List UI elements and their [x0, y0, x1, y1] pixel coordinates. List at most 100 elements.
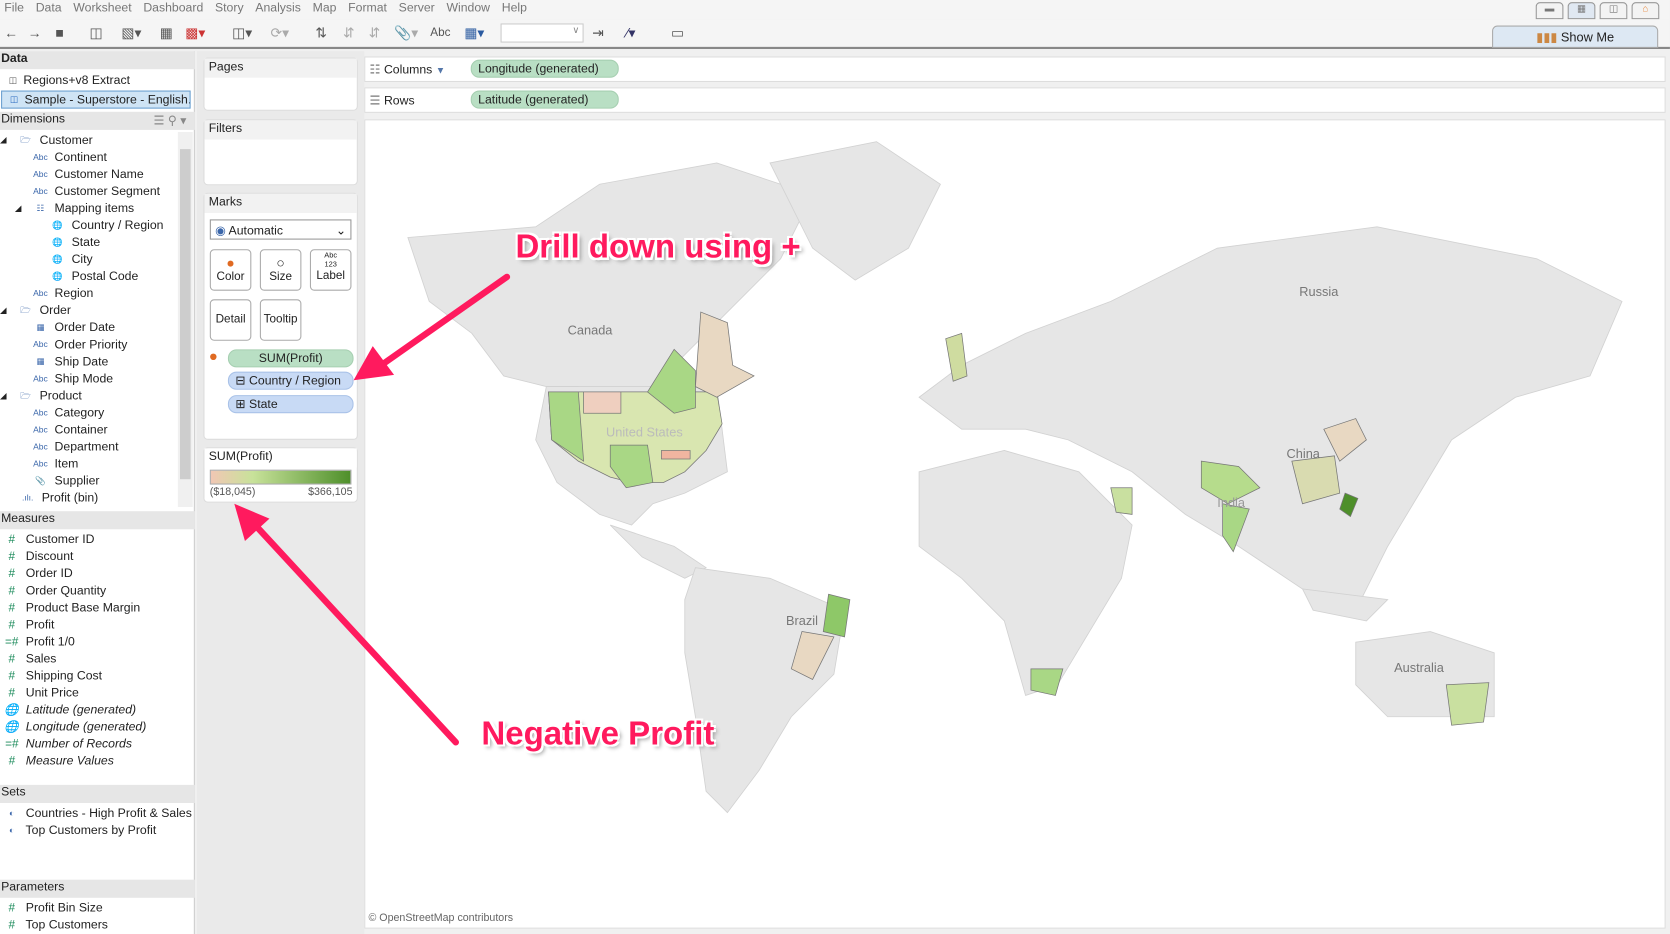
field-item[interactable]: Abc Region: [30, 285, 94, 302]
datasource-item-active[interactable]: ◫ Sample - Superstore - English...: [1, 90, 191, 109]
field-item[interactable]: 🌐 City: [47, 251, 92, 268]
pill-longitude[interactable]: Longitude (generated): [470, 59, 619, 78]
field-item[interactable]: # Profit Bin Size: [1, 900, 102, 917]
pill-state[interactable]: ⊞ State: [227, 395, 354, 414]
show-me-button[interactable]: ▮▮▮ Show Me: [1492, 25, 1659, 48]
field-item[interactable]: 🌐 Postal Code: [47, 268, 138, 285]
menu-analysis[interactable]: Analysis: [255, 2, 301, 15]
field-item[interactable]: # Customer ID: [1, 531, 94, 548]
sheet-sorter-icon[interactable]: ▬: [1535, 2, 1564, 20]
attach-icon[interactable]: 📎▾: [394, 24, 419, 41]
undo-icon[interactable]: ←: [4, 24, 19, 41]
field-item[interactable]: =# Profit 1/0: [1, 634, 75, 651]
pill-latitude[interactable]: Latitude (generated): [470, 90, 619, 109]
redo-icon[interactable]: →: [27, 24, 42, 41]
data-source-tab-icon[interactable]: ◫: [1599, 2, 1628, 20]
swap-icon[interactable]: ⇅: [315, 24, 327, 41]
tooltip-button[interactable]: Tooltip: [259, 299, 302, 341]
field-item[interactable]: ▦ Order Date: [30, 320, 115, 337]
field-item[interactable]: ◢ 🗁 Order: [0, 302, 71, 319]
mark-type-dropdown[interactable]: ◉ Automatic ⌄: [209, 219, 352, 240]
map-view[interactable]: Canada United States Russia China India …: [364, 119, 1666, 929]
dimensions-scrollbar[interactable]: [177, 132, 193, 507]
filters-card[interactable]: Filters: [203, 119, 358, 186]
home-icon[interactable]: ⌂: [1631, 2, 1660, 20]
duplicate-sheet-icon[interactable]: ▦: [159, 24, 173, 41]
field-item[interactable]: # Discount: [1, 548, 73, 565]
pause-updates-icon[interactable]: ◫▾: [232, 24, 253, 41]
highlight-icon[interactable]: ∕▾: [626, 24, 636, 41]
field-item[interactable]: # Shipping Cost: [1, 668, 102, 685]
size-button[interactable]: ○ Size: [259, 249, 302, 291]
menu-file[interactable]: File: [4, 2, 24, 15]
field-item[interactable]: ▦ Ship Date: [30, 354, 109, 371]
field-item[interactable]: # Profit: [1, 617, 54, 634]
label-button[interactable]: Abc 123 Label: [309, 249, 352, 291]
field-item[interactable]: 🌐 Longitude (generated): [1, 719, 146, 736]
menu-map[interactable]: Map: [312, 2, 337, 15]
field-item[interactable]: Abc Item: [30, 456, 79, 473]
field-item[interactable]: # Order Quantity: [1, 583, 106, 600]
field-item[interactable]: =# Number of Records: [1, 736, 132, 753]
menu-server[interactable]: Server: [398, 2, 435, 15]
pages-card[interactable]: Pages: [203, 57, 358, 111]
field-item[interactable]: # Order ID: [1, 566, 72, 583]
field-item[interactable]: Abc Department: [30, 439, 119, 456]
menu-help[interactable]: Help: [501, 2, 527, 15]
pill-sum-profit[interactable]: SUM(Profit): [227, 349, 354, 368]
field-item[interactable]: .ılı. Profit (bin): [17, 490, 98, 507]
new-worksheet-icon[interactable]: ▧▾: [121, 24, 142, 41]
color-legend[interactable]: SUM(Profit) ($18,045) $366,105: [203, 447, 358, 503]
field-item[interactable]: Abc Container: [30, 422, 108, 439]
sort-desc-icon[interactable]: ⇵: [368, 24, 381, 41]
datasource-icon[interactable]: ◫: [89, 24, 103, 41]
field-item[interactable]: 🌐 Latitude (generated): [1, 702, 136, 719]
columns-shelf[interactable]: ☷ Columns ▼ Longitude (generated): [364, 56, 1666, 83]
menu-window[interactable]: Window: [446, 2, 491, 15]
field-item[interactable]: ◢ 🗁 Customer: [0, 132, 93, 149]
collapse-caret-icon[interactable]: ◢: [0, 305, 7, 316]
field-item[interactable]: 🌐 Country / Region: [47, 217, 163, 234]
collapse-caret-icon[interactable]: ◢: [0, 135, 7, 145]
collapse-caret-icon[interactable]: ◢: [0, 390, 7, 401]
refresh-icon[interactable]: ⟳▾: [270, 24, 290, 41]
expand-icon[interactable]: ⊞: [235, 398, 246, 412]
menu-data[interactable]: Data: [35, 2, 62, 15]
pill-country-region[interactable]: ⊟ Country / Region: [227, 371, 354, 390]
filmstrip-icon[interactable]: ▦: [1567, 2, 1596, 20]
world-map[interactable]: [365, 120, 1665, 928]
chart-type-icon[interactable]: ▦▾: [464, 24, 485, 41]
menu-worksheet[interactable]: Worksheet: [73, 2, 132, 15]
field-item[interactable]: ◐ Top Customers by Profit: [1, 822, 156, 839]
sort-asc-icon[interactable]: ⇵: [342, 24, 355, 41]
menu-story[interactable]: Story: [214, 2, 244, 15]
show-labels-button[interactable]: Abc: [430, 26, 451, 40]
rows-shelf[interactable]: ☰ Rows Latitude (generated): [364, 87, 1666, 113]
presentation-icon[interactable]: ▭: [670, 24, 685, 41]
field-item[interactable]: # Top Customers: [1, 917, 108, 934]
map-attribution[interactable]: © OpenStreetMap contributors: [368, 912, 514, 925]
field-item[interactable]: Abc Order Priority: [30, 337, 127, 354]
field-item[interactable]: ◢ ☷ Mapping items: [15, 200, 134, 217]
collapse-caret-icon[interactable]: ◢: [14, 203, 22, 214]
field-item[interactable]: Abc Continent: [30, 149, 107, 166]
field-item[interactable]: Abc Customer Segment: [30, 183, 160, 200]
menu-dashboard[interactable]: Dashboard: [143, 2, 204, 15]
field-item[interactable]: 📎 Supplier: [30, 473, 100, 490]
menu-format[interactable]: Format: [348, 2, 387, 15]
field-item[interactable]: # Unit Price: [1, 685, 78, 702]
save-icon[interactable]: ■: [55, 24, 64, 41]
datasource-item[interactable]: ◫ Regions+v8 Extract: [2, 72, 130, 89]
field-item[interactable]: 🌐 State: [47, 234, 100, 251]
field-item[interactable]: ◢ 🗁 Product: [0, 388, 82, 405]
field-item[interactable]: Abc Customer Name: [30, 166, 144, 183]
fix-axes-icon[interactable]: ⇥: [592, 24, 604, 41]
search-icon[interactable]: ☰ ⚲ ▾: [153, 115, 187, 128]
field-item[interactable]: Abc Category: [30, 405, 104, 422]
color-button[interactable]: ● Color: [209, 249, 252, 291]
detail-button[interactable]: Detail: [209, 299, 252, 341]
field-item[interactable]: # Sales: [1, 651, 56, 668]
collapse-icon[interactable]: ⊟: [235, 374, 246, 388]
clear-sheet-icon[interactable]: ▩▾: [185, 24, 206, 41]
fit-dropdown[interactable]: ∨: [500, 23, 584, 43]
